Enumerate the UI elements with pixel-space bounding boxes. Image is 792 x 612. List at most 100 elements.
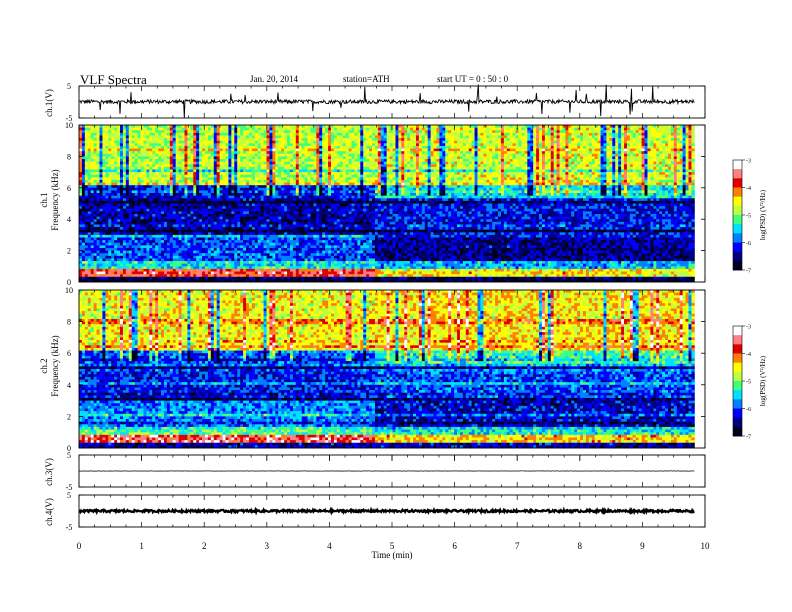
spectrogram-cell [260,200,265,204]
spectrogram-cell [137,247,141,251]
spectrogram-cell [117,166,121,170]
spectrogram-cell [184,206,188,210]
station-label: station=ATH [343,74,390,84]
spectrogram-cell [207,203,212,207]
ytick-label: -5 [66,114,73,123]
spectrogram-cell [155,250,159,254]
spectrogram-cell [96,229,100,233]
spectrogram-cell [313,213,317,217]
spectrogram-cell [181,229,185,233]
spectrogram-cell [205,200,209,204]
spectrogram-cell [158,177,162,181]
spectrogram-cell [193,208,197,212]
spectrogram-cell [146,127,150,131]
spectrogram-cell [166,216,171,220]
spectrogram-cell [292,274,297,278]
spectrogram-cell [117,242,121,246]
spectrogram-cell [216,208,221,212]
spectrogram-cell [184,234,188,238]
spectrogram-cell [161,224,165,228]
spectrogram-cell [254,135,259,139]
spectrogram-cell [181,195,185,199]
spectrogram-cell [99,135,103,139]
spectrogram-cell [125,274,130,278]
spectrogram-cell [193,193,197,197]
spectrogram-cell [301,190,306,194]
spectrogram-cell [248,143,253,147]
spectrogram-cell [199,145,203,149]
spectrogram-cell [111,135,115,139]
spectrogram-cell [301,240,306,244]
spectrogram-cell [102,206,106,210]
spectrogram-cell [140,190,144,194]
spectrogram-cell [199,169,203,173]
spectrogram-cell [87,151,92,155]
spectrogram-cell [272,166,276,170]
spectrogram-cell [131,237,136,241]
spectrogram-cell [166,274,171,278]
spectrogram-cell [284,138,288,142]
spectrogram-cell [137,153,141,157]
spectrogram-cell [166,200,171,204]
spectrogram-cell [210,261,215,265]
spectrogram-cell [125,258,130,262]
spectrogram-cell [122,143,127,147]
spectrogram-cell [187,274,191,278]
spectrogram-cell [169,153,174,157]
spectrogram-cell [172,206,177,210]
spectrogram-cell [292,156,297,160]
spectrogram-cell [298,208,303,212]
spectrogram-cell [207,193,212,197]
spectrogram-cell [117,208,121,212]
spectrogram-cell [251,185,256,189]
spectrogram-cell [143,211,147,215]
spectrogram-cell [149,255,153,259]
spectrogram-cell [199,224,203,228]
spectrogram-cell [158,135,162,139]
spectrogram-cell [90,127,95,131]
spectrogram-cell [131,258,136,262]
spectrogram-cell [79,242,83,246]
spectrogram-cell [161,159,165,163]
spectrogram-cell [246,174,250,178]
spectrogram-cell [81,132,86,136]
spectrogram-cell [219,190,223,194]
spectrogram-cell [102,127,106,131]
spectrogram-cell [93,234,97,238]
spectrogram-cell [207,224,212,228]
spectrogram-cell [134,145,139,149]
spectrogram-cell [219,237,223,241]
spectrogram-cell [222,164,226,168]
spectrogram-cell [105,253,109,257]
spectrogram-cell [234,130,238,134]
spectrogram-cell [207,143,212,147]
spectrogram-cell [163,143,168,147]
spectrogram-cell [263,172,267,176]
spectrogram-cell [310,135,314,139]
spectrogram-cell [143,203,147,207]
spectrogram-cell [166,268,171,272]
spectrogram-cell [316,219,320,223]
spectrogram-cell [216,187,221,191]
spectrogram-cell [243,200,247,204]
spectrogram-cell [178,245,182,249]
spectrogram-cell [237,206,241,210]
spectrogram-cell [181,232,185,236]
spectrogram-cell [163,221,168,225]
spectrogram-cell [248,159,253,163]
spectrogram-cell [158,213,162,217]
spectrogram-cell [155,245,159,249]
spectrogram-cell [207,187,212,191]
spectrogram-cell [190,263,194,267]
spectrogram-cell [243,227,247,231]
spectrogram-cell [169,185,174,189]
spectrogram-cell [140,159,144,163]
spectrogram-cell [90,140,95,144]
spectrogram-cell [158,190,162,194]
spectrogram-cell [196,151,200,155]
spectrogram-cell [181,242,185,246]
spectrogram-cell [172,242,177,246]
spectrogram-cell [278,135,282,139]
spectrogram-cell [298,125,303,129]
spectrogram-cell [158,127,162,131]
